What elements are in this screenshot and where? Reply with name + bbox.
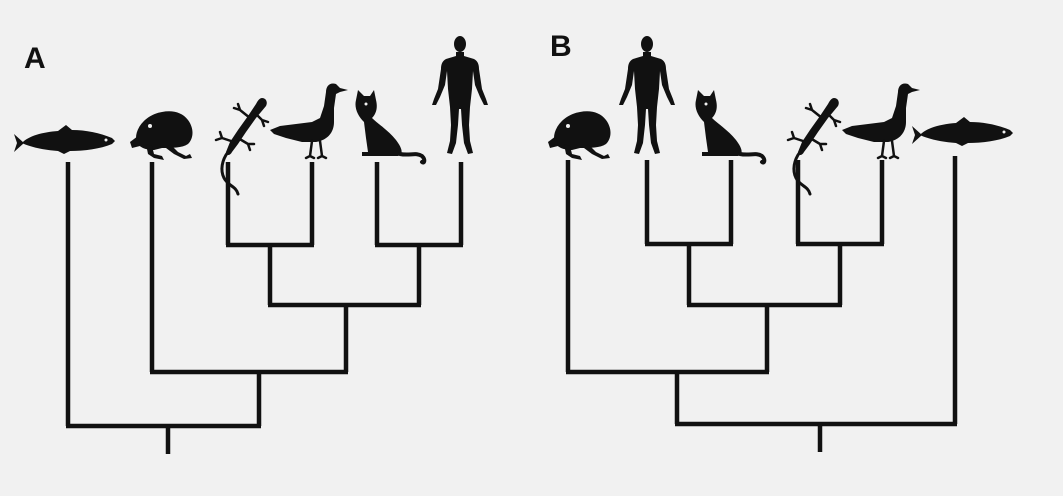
human-icon bbox=[432, 36, 488, 154]
panel-label-b: B bbox=[550, 30, 572, 63]
human-icon bbox=[619, 36, 675, 154]
tree-a bbox=[65, 162, 464, 454]
panel-b: B bbox=[548, 30, 1013, 452]
panel-label-a: A bbox=[24, 42, 46, 75]
lizard-icon bbox=[214, 96, 270, 196]
frog-icon bbox=[130, 111, 193, 160]
fish-icon bbox=[912, 117, 1013, 146]
cat-icon bbox=[353, 88, 427, 165]
goose-icon bbox=[268, 82, 350, 160]
frog-icon bbox=[548, 111, 611, 160]
cat-icon bbox=[693, 88, 767, 165]
tree-b bbox=[565, 156, 958, 452]
goose-icon bbox=[840, 82, 922, 160]
panel-a: A bbox=[14, 36, 488, 454]
fish-icon bbox=[14, 125, 115, 154]
